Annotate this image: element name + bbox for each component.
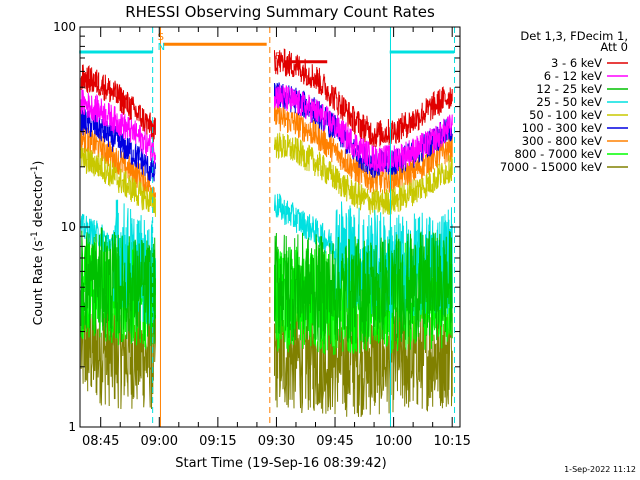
series-trace-6-12-kev-post — [274, 84, 453, 173]
y-axis-label-sup2: -1 — [30, 166, 40, 175]
y-axis-label-sup: -1 — [30, 231, 40, 240]
series-trace-3-6-kev-pre — [80, 64, 156, 142]
x-tick-label: 09:00 — [141, 434, 178, 449]
series-trace-800-7000-kev-pre — [80, 233, 156, 350]
legend-label-3-6-kev: 3 - 6 keV — [551, 56, 602, 70]
timestamp: 1-Sep-2022 11:12 — [564, 465, 636, 474]
y-axis-label-close: ) — [30, 161, 45, 166]
legend-label-50-100-kev: 50 - 100 keV — [529, 108, 602, 122]
y-axis-label-main: Count Rate (s — [30, 240, 45, 325]
legend-label-25-50-kev: 25 - 50 keV — [536, 95, 602, 109]
flag-label-n: N — [158, 42, 165, 53]
series-trace-50-100-kev-pre — [80, 147, 156, 217]
legend-label-800-7000-kev: 800 - 7000 keV — [514, 147, 602, 161]
legend-label-12-25-kev: 12 - 25 keV — [536, 82, 602, 96]
series-trace-300-800-kev-pre — [80, 126, 156, 205]
x-tick-label: 09:30 — [258, 434, 295, 449]
series-trace-12-25-kev-pre — [80, 227, 156, 347]
series-trace-6-12-kev-pre — [80, 89, 156, 165]
legend-header-line-1: Det 1,3, FDecim 1, — [520, 29, 628, 43]
x-axis-label: Start Time (19-Sep-16 08:39:42) — [175, 456, 386, 471]
y-tick-label: 10 — [61, 220, 76, 234]
series-trace-12-25-kev-post — [274, 231, 453, 345]
x-tick-label: 09:15 — [199, 434, 236, 449]
legend-label-7000-15000-kev: 7000 - 15000 keV — [500, 160, 602, 174]
series-trace-100-300-kev-pre — [80, 107, 156, 182]
x-tick-label: 10:00 — [375, 434, 412, 449]
y-axis-label-mid: detector — [30, 174, 45, 232]
legend-label-300-800-kev: 300 - 800 keV — [522, 134, 602, 148]
legend-label-100-300-kev: 100 - 300 keV — [522, 121, 602, 135]
chart-title: RHESSI Observing Summary Count Rates — [125, 3, 435, 21]
flare-flag-mark: F — [275, 52, 280, 62]
series-trace-50-100-kev-post — [274, 132, 453, 216]
flag-label-s: S — [158, 32, 164, 43]
x-tick-label: 09:45 — [316, 434, 353, 449]
x-tick-label: 10:15 — [433, 434, 470, 449]
series-trace-3-6-kev-post — [274, 48, 453, 148]
y-tick-label: 100 — [53, 20, 76, 34]
legend-label-6-12-kev: 6 - 12 keV — [544, 69, 602, 83]
y-axis-label: Count Rate (s-1 detector-1) — [30, 161, 45, 326]
y-tick-label: 1 — [68, 420, 76, 434]
legend-header-line-2: Att 0 — [600, 40, 628, 54]
x-tick-label: 08:45 — [82, 434, 119, 449]
